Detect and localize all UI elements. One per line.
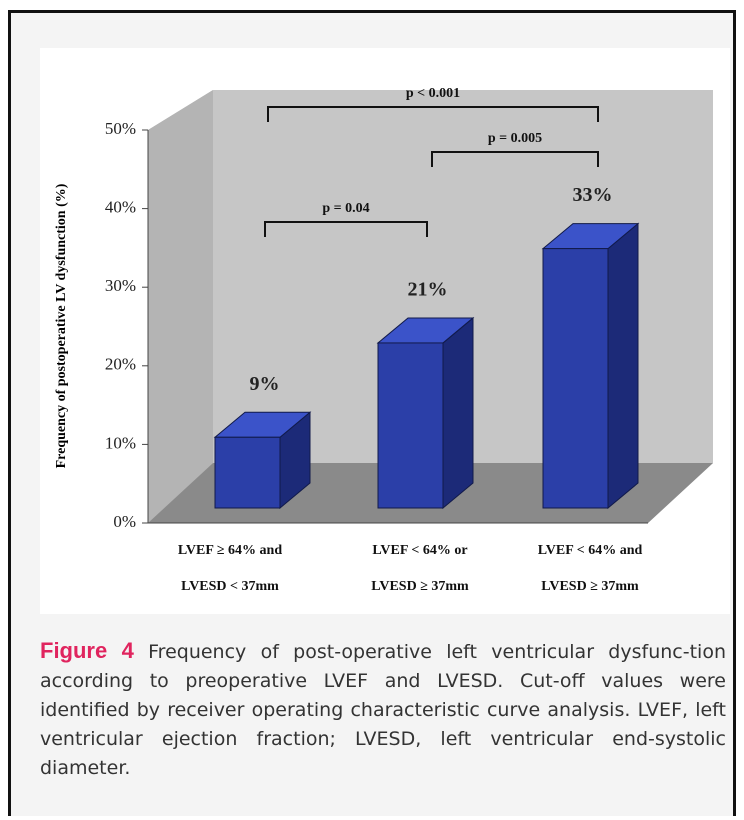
value-label: 9% (250, 373, 280, 395)
significance-bracket (431, 151, 599, 167)
caption-text: Frequency of post-operative left ventric… (40, 641, 726, 779)
y-tick-label: 10% (105, 433, 136, 452)
significance-label: p = 0.04 (322, 201, 369, 216)
bar (542, 248, 609, 509)
bar (214, 436, 281, 509)
x-tick-label: LVEF < 64% or LVESD ≥ 37mm (371, 543, 469, 594)
x-tick-label: LVEF < 64% and LVESD ≥ 37mm (537, 543, 643, 594)
y-tick-label: 20% (105, 355, 136, 374)
significance-label: p = 0.005 (488, 131, 542, 146)
side-wall (148, 90, 213, 523)
caption: Figure 4 Frequency of post-operative lef… (40, 636, 726, 783)
significance-label: p < 0.001 (406, 86, 460, 101)
y-tick-label: 0% (113, 512, 136, 531)
value-label: 33% (573, 184, 613, 206)
significance-bracket (264, 221, 428, 237)
y-axis-label: Frequency of postoperative LV dysfunctio… (54, 183, 69, 468)
significance-bracket (267, 106, 599, 122)
x-tick-label: LVEF ≥ 64% and LVESD < 37mm (177, 543, 283, 594)
value-label: 21% (408, 279, 448, 301)
chart-svg: Frequency of postoperative LV dysfunctio… (54, 86, 713, 531)
y-tick-label: 30% (105, 276, 136, 295)
y-tick-label: 50% (105, 119, 136, 138)
bar-side (607, 222, 639, 510)
caption-label: Figure 4 (40, 638, 134, 663)
y-tick-label: 40% (105, 198, 136, 217)
bar-side (442, 316, 474, 510)
bar (377, 342, 444, 509)
